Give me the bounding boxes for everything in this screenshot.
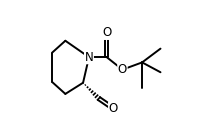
Text: O: O: [102, 26, 111, 39]
Text: O: O: [109, 102, 118, 115]
Text: N: N: [85, 51, 93, 64]
Text: O: O: [118, 63, 127, 76]
